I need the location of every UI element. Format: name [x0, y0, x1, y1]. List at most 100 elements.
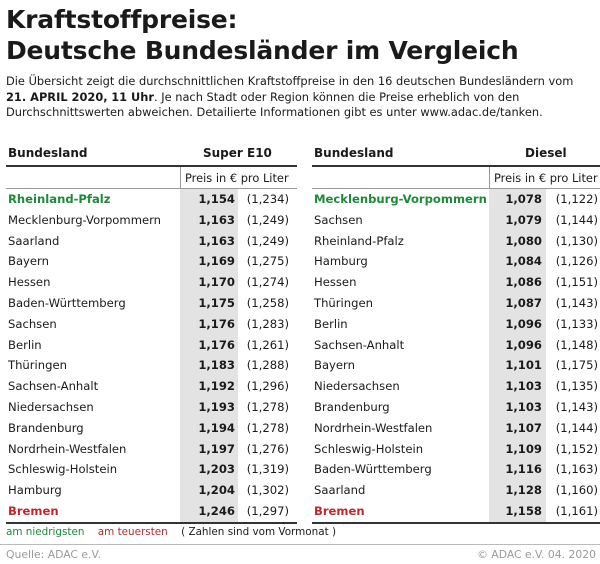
price-value: 1,193 — [198, 399, 235, 414]
region-name: Bremen — [314, 503, 365, 518]
previous-month-value: (1,161) — [555, 503, 598, 518]
previous-month-value: (1,275) — [246, 254, 289, 269]
table-row: Bayern 1,101 (1,175) — [312, 355, 600, 376]
region-column-header: Bundesland — [314, 146, 394, 160]
table-row: Sachsen 1,176 (1,283) — [6, 314, 297, 335]
table-row: Thüringen 1,087 (1,143) — [312, 293, 600, 314]
region-name: Nordrhein-Westfalen — [314, 420, 433, 435]
region-name: Berlin — [8, 337, 42, 352]
table-row: Bremen 1,158 (1,161) — [312, 501, 600, 522]
table-row: Berlin 1,176 (1,261) — [6, 335, 297, 356]
price-value: 1,103 — [505, 399, 542, 414]
unit-label: Preis in € pro Liter — [494, 171, 598, 185]
previous-month-value: (1,133) — [555, 316, 598, 331]
previous-month-value: (1,163) — [555, 462, 598, 477]
price-value: 1,078 — [505, 192, 542, 206]
previous-month-value: (1,126) — [555, 254, 598, 269]
previous-month-value: (1,297) — [246, 503, 289, 518]
intro-part-1: Die Übersicht zeigt die durchschnittlich… — [6, 74, 574, 88]
price-value: 1,204 — [198, 483, 235, 498]
region-name: Hessen — [314, 275, 357, 290]
price-value: 1,080 — [505, 233, 542, 248]
table-row: Schleswig-Holstein 1,109 (1,152) — [312, 439, 600, 460]
title-line-1: Kraftstoffpreise: — [6, 5, 238, 34]
region-name: Saarland — [314, 483, 366, 498]
table-row: Brandenburg 1,194 (1,278) — [6, 418, 297, 439]
header-rule — [6, 165, 297, 167]
intro-time: 11 Uhr — [111, 89, 154, 104]
price-value: 1,079 — [505, 212, 542, 227]
previous-month-value: (1,274) — [246, 275, 289, 290]
region-name: Bremen — [8, 503, 59, 518]
price-value: 1,176 — [198, 316, 235, 331]
price-value: 1,084 — [505, 254, 542, 269]
price-value: 1,175 — [198, 295, 235, 310]
table-bottom-rule — [312, 522, 600, 524]
table-row: Hamburg 1,084 (1,126) — [312, 251, 600, 272]
previous-month-value: (1,143) — [555, 295, 598, 310]
previous-month-value: (1,152) — [555, 441, 598, 456]
previous-month-value: (1,258) — [246, 295, 289, 310]
region-name: Niedersachsen — [8, 399, 94, 414]
previous-month-value: (1,144) — [555, 420, 598, 435]
copyright-label: © ADAC e.V. 04. 2020 — [477, 548, 596, 561]
region-name: Sachsen-Anhalt — [314, 337, 405, 352]
price-value: 1,101 — [505, 358, 542, 373]
previous-month-value: (1,148) — [555, 337, 598, 352]
table-row: Bayern 1,169 (1,275) — [6, 251, 297, 272]
table-row: Thüringen 1,183 (1,288) — [6, 355, 297, 376]
table-row: Schleswig-Holstein 1,203 (1,319) — [6, 459, 297, 480]
price-value: 1,128 — [505, 483, 542, 498]
header-rule — [312, 165, 600, 167]
price-value: 1,096 — [505, 316, 542, 331]
region-name: Berlin — [314, 316, 348, 331]
region-name: Rheinland-Pfalz — [8, 192, 111, 206]
region-name: Bayern — [314, 358, 355, 373]
price-value: 1,194 — [198, 420, 235, 435]
table-super-e10: Bundesland Super E10 Preis in € pro Lite… — [6, 146, 297, 524]
price-value: 1,158 — [505, 503, 542, 518]
table-header: Bundesland Diesel — [312, 146, 600, 163]
price-value: 1,203 — [198, 462, 235, 477]
price-value: 1,192 — [198, 379, 235, 394]
intro-part-2: . Je nach Stadt oder Region können die P… — [6, 89, 543, 120]
region-name: Sachsen — [8, 316, 57, 331]
region-name: Saarland — [8, 233, 60, 248]
table-rows: Rheinland-Pfalz 1,154 (1,234) Mecklenburg-V… — [6, 189, 297, 522]
price-value: 1,163 — [198, 233, 235, 248]
table-bottom-rule — [6, 522, 297, 524]
region-name: Bayern — [8, 254, 49, 269]
table-row: Saarland 1,163 (1,249) — [6, 231, 297, 252]
previous-month-value: (1,288) — [246, 358, 289, 373]
previous-month-value: (1,175) — [555, 358, 598, 373]
footer-rule — [0, 544, 600, 545]
region-name: Brandenburg — [314, 399, 390, 414]
previous-month-value: (1,122) — [555, 192, 598, 206]
table-row: Niedersachsen 1,193 (1,278) — [6, 397, 297, 418]
price-value: 1,170 — [198, 275, 235, 290]
region-name: Sachsen — [314, 212, 363, 227]
region-column-header: Bundesland — [8, 146, 88, 160]
price-value: 1,086 — [505, 275, 542, 290]
table-row: Brandenburg 1,103 (1,143) — [312, 397, 600, 418]
unit-divider — [180, 167, 181, 188]
price-value: 1,096 — [505, 337, 542, 352]
previous-month-value: (1,234) — [246, 192, 289, 206]
previous-month-value: (1,143) — [555, 399, 598, 414]
table-row: Nordrhein-Westfalen 1,107 (1,144) — [312, 418, 600, 439]
previous-month-value: (1,302) — [246, 483, 289, 498]
region-name: Mecklenburg-Vorpommern — [314, 192, 487, 206]
source-label: Quelle: ADAC e.V. — [6, 548, 101, 561]
table-row: Mecklenburg-Vorpommern 1,163 (1,249) — [6, 210, 297, 231]
table-row: Sachsen-Anhalt 1,192 (1,296) — [6, 376, 297, 397]
legend: am niedrigsten am teuersten ( Zahlen sin… — [6, 526, 336, 538]
region-name: Schleswig-Holstein — [8, 462, 118, 477]
price-value: 1,116 — [505, 462, 542, 477]
region-name: Hamburg — [8, 483, 62, 498]
region-name: Thüringen — [8, 358, 67, 373]
previous-month-value: (1,319) — [246, 462, 289, 477]
previous-month-value: (1,130) — [555, 233, 598, 248]
price-value: 1,087 — [505, 295, 542, 310]
table-row: Baden-Württemberg 1,175 (1,258) — [6, 293, 297, 314]
region-name: Nordrhein-Westfalen — [8, 441, 127, 456]
